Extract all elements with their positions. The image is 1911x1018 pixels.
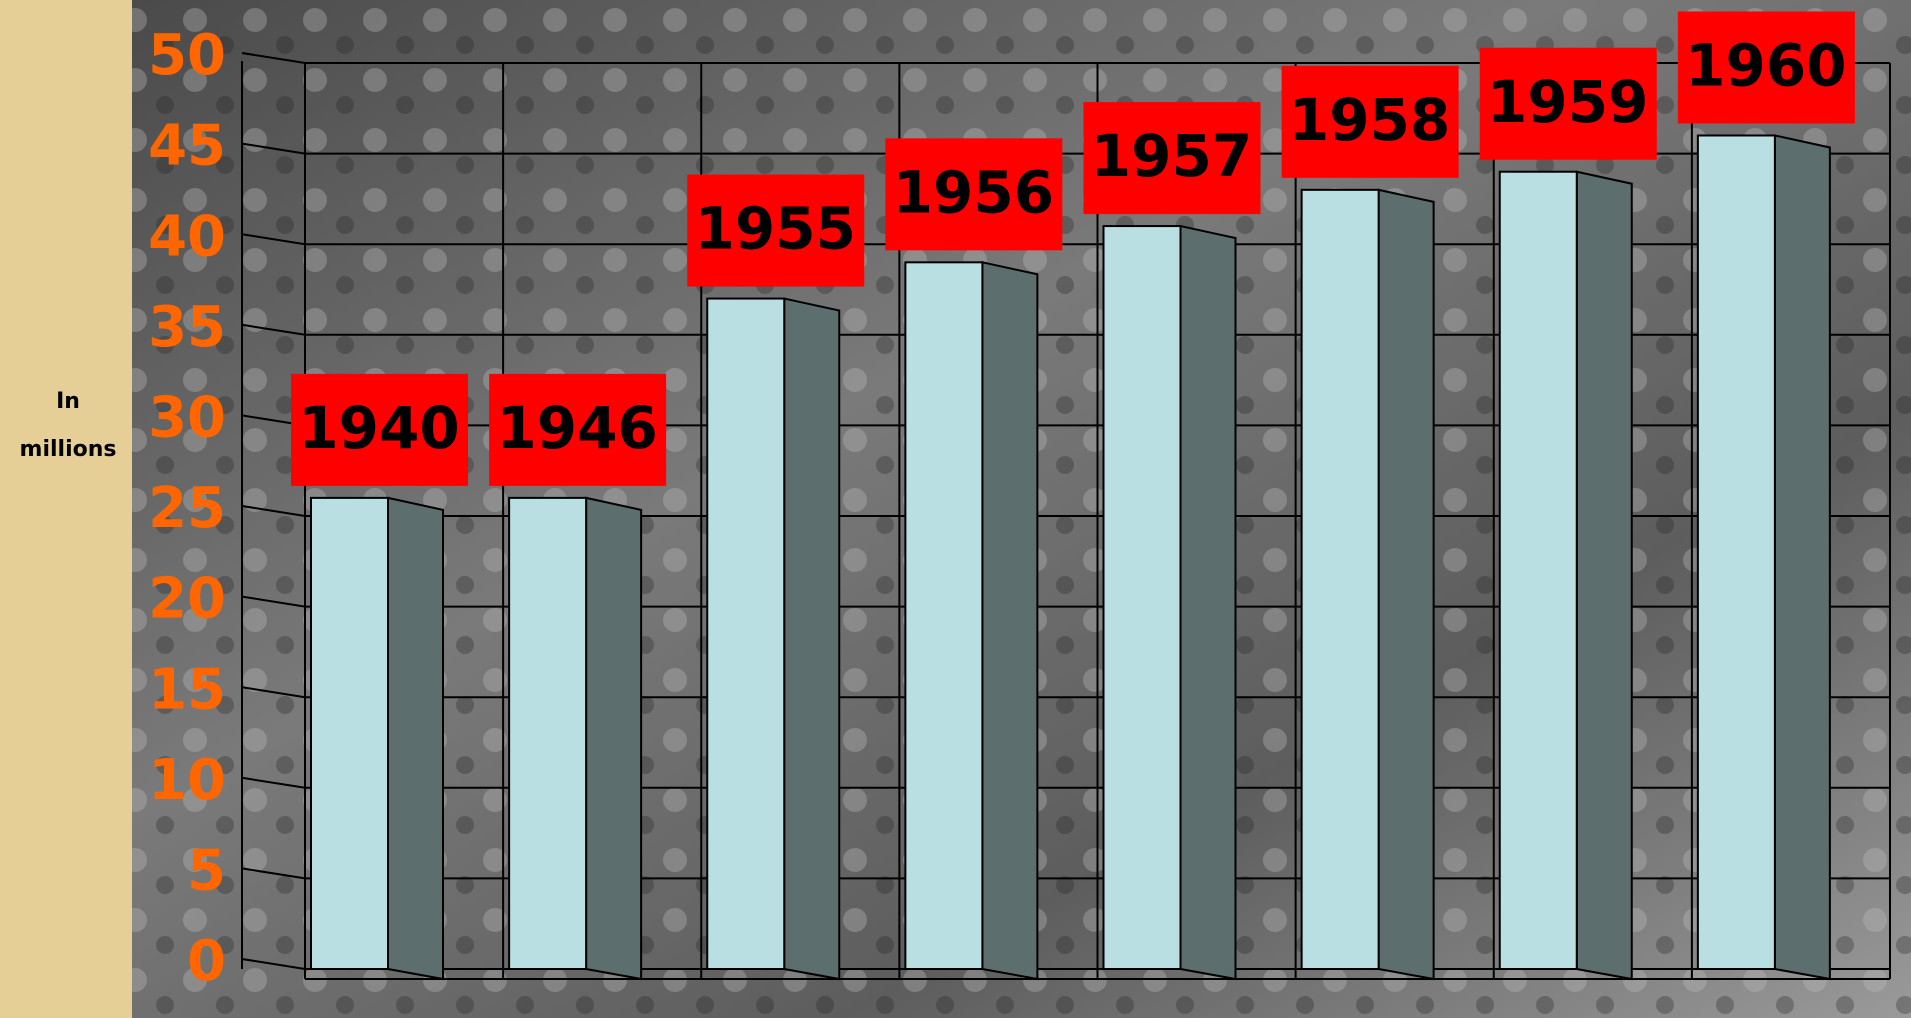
category-label: 1946: [496, 394, 657, 462]
bar-side: [388, 498, 443, 979]
category-label: 1960: [1685, 32, 1846, 100]
bar: [1104, 226, 1181, 969]
y-tick-label: 45: [148, 114, 226, 179]
category-label: 1955: [695, 195, 856, 263]
bar: [905, 262, 982, 969]
chart: 0 5 10 15 20 25 30 35 40 45 50 1940 1946 1955 1956 1957…: [0, 0, 1911, 1018]
bar-side: [1379, 190, 1434, 979]
y-tick-label: 50: [148, 23, 226, 88]
y-tick-label: 30: [148, 386, 226, 451]
bar: [1500, 172, 1577, 969]
y-tick-label: 15: [148, 657, 226, 722]
y-tick-label: 0: [187, 929, 226, 994]
bar: [509, 498, 586, 969]
bar: [1302, 190, 1379, 969]
category-label: 1958: [1289, 86, 1450, 154]
y-tick-label: 25: [148, 476, 226, 541]
bar-side: [1775, 135, 1830, 979]
bar-side: [586, 498, 641, 979]
category-label: 1959: [1487, 68, 1648, 136]
bar-side: [784, 299, 839, 979]
category-label: 1957: [1091, 122, 1252, 190]
bar: [311, 498, 388, 969]
category-label: 1940: [298, 394, 459, 462]
bar-side: [1577, 172, 1632, 979]
y-tick-label: 20: [148, 567, 226, 632]
bar: [707, 299, 784, 969]
y-tick-label: 40: [148, 204, 226, 269]
category-label: 1956: [893, 158, 1054, 226]
y-tick-label: 35: [148, 295, 226, 360]
bar-side: [982, 262, 1037, 979]
page: In millions 0510152025303540455019401946…: [0, 0, 1911, 1018]
y-tick-label: 10: [148, 748, 226, 813]
bar-side: [1181, 226, 1236, 979]
bar: [1698, 135, 1775, 969]
y-tick-label: 5: [187, 839, 226, 904]
